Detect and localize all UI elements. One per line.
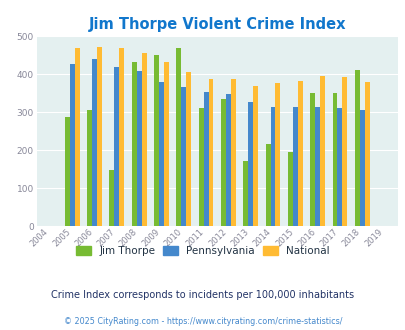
Bar xyxy=(332,93,337,226)
Bar xyxy=(198,108,203,226)
Bar xyxy=(176,48,181,226)
Bar xyxy=(109,170,114,226)
Bar xyxy=(359,110,364,226)
Bar xyxy=(230,79,235,226)
Bar xyxy=(181,87,186,226)
Bar xyxy=(319,76,324,226)
Bar xyxy=(364,82,369,226)
Bar xyxy=(70,64,75,226)
Bar xyxy=(186,72,191,226)
Bar xyxy=(220,99,225,226)
Bar xyxy=(65,117,70,226)
Bar xyxy=(309,93,314,226)
Bar xyxy=(270,107,275,226)
Bar xyxy=(275,83,279,226)
Bar xyxy=(119,48,124,226)
Bar xyxy=(97,47,102,226)
Text: © 2025 CityRating.com - https://www.cityrating.com/crime-statistics/: © 2025 CityRating.com - https://www.city… xyxy=(64,317,341,326)
Bar xyxy=(292,107,297,226)
Bar xyxy=(354,70,359,226)
Bar xyxy=(225,94,230,226)
Bar xyxy=(136,71,141,226)
Bar xyxy=(141,52,146,226)
Bar xyxy=(114,67,119,226)
Bar xyxy=(87,110,92,226)
Bar xyxy=(265,144,270,226)
Bar xyxy=(287,152,292,226)
Title: Jim Thorpe Violent Crime Index: Jim Thorpe Violent Crime Index xyxy=(88,17,345,32)
Bar xyxy=(243,161,247,226)
Bar xyxy=(132,62,136,226)
Bar xyxy=(252,86,258,226)
Bar xyxy=(314,107,319,226)
Bar xyxy=(341,77,346,226)
Bar xyxy=(203,92,208,226)
Bar xyxy=(337,108,341,226)
Bar xyxy=(92,59,97,226)
Bar xyxy=(208,79,213,226)
Bar xyxy=(247,102,252,226)
Bar xyxy=(164,62,168,226)
Text: Crime Index corresponds to incidents per 100,000 inhabitants: Crime Index corresponds to incidents per… xyxy=(51,290,354,300)
Legend: Jim Thorpe, Pennsylvania, National: Jim Thorpe, Pennsylvania, National xyxy=(72,242,333,260)
Bar xyxy=(154,54,159,226)
Bar xyxy=(297,81,302,226)
Bar xyxy=(159,82,164,226)
Bar xyxy=(75,48,79,226)
